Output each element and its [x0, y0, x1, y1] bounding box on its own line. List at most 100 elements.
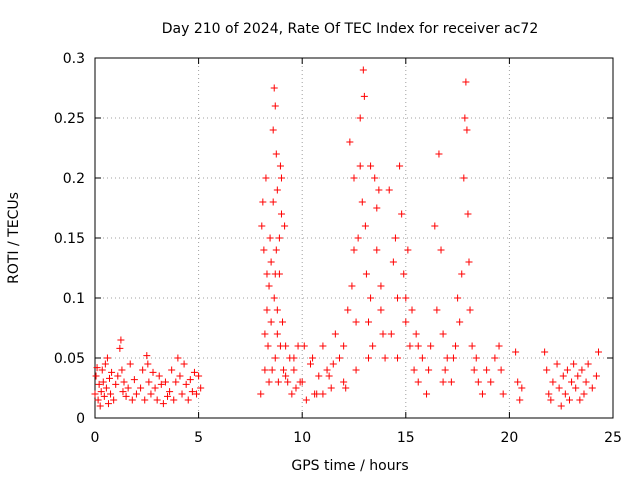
data-point: [463, 126, 471, 134]
data-point: [578, 366, 586, 374]
data-point: [387, 330, 395, 338]
data-point: [122, 392, 130, 400]
data-point: [389, 258, 397, 266]
data-point: [147, 390, 155, 398]
x-axis-label: GPS time / hours: [291, 458, 408, 474]
data-point: [279, 318, 287, 326]
y-tick-label: 0.3: [63, 51, 85, 67]
x-tick-label: 15: [397, 430, 415, 446]
data-point: [144, 360, 152, 368]
data-point: [514, 378, 522, 386]
data-point: [410, 366, 418, 374]
data-point: [261, 366, 269, 374]
data-point: [180, 360, 188, 368]
data-point: [466, 306, 474, 314]
data-point: [271, 270, 279, 278]
data-point: [182, 380, 190, 388]
data-point: [120, 378, 128, 386]
data-point: [516, 396, 524, 404]
data-point: [431, 222, 439, 230]
data-point: [427, 342, 435, 350]
data-point: [315, 372, 323, 380]
data-point: [402, 294, 410, 302]
data-point: [362, 270, 370, 278]
x-tick-label: 10: [293, 430, 311, 446]
chart-title: Day 210 of 2024, Rate Of TEC Index for r…: [162, 21, 538, 37]
data-point: [381, 354, 389, 362]
data-point: [101, 360, 109, 368]
data-point: [99, 378, 107, 386]
data-point: [143, 352, 151, 360]
data-point: [483, 366, 491, 374]
data-point: [352, 366, 360, 374]
y-tick-label: 0.1: [63, 291, 85, 307]
data-point: [458, 270, 466, 278]
data-point: [340, 378, 348, 386]
data-point: [116, 344, 124, 352]
data-point: [352, 318, 360, 326]
data-point: [272, 150, 280, 158]
data-point: [547, 396, 555, 404]
data-point: [151, 384, 159, 392]
data-point: [107, 390, 115, 398]
data-point: [153, 396, 161, 404]
data-point: [282, 342, 290, 350]
data-point: [128, 396, 136, 404]
data-point: [371, 174, 379, 182]
data-point: [375, 186, 383, 194]
data-point: [385, 186, 393, 194]
data-point: [186, 376, 194, 384]
data-point: [294, 342, 302, 350]
data-point: [290, 354, 298, 362]
data-point: [298, 378, 306, 386]
data-point: [264, 342, 272, 350]
data-point: [461, 114, 469, 122]
data-point: [284, 378, 292, 386]
data-point: [582, 378, 590, 386]
data-point: [141, 396, 149, 404]
data-point: [126, 360, 134, 368]
data-point: [396, 162, 404, 170]
data-point: [95, 380, 103, 388]
y-tick-label: 0.15: [54, 231, 85, 247]
data-point: [412, 330, 420, 338]
data-point: [269, 198, 277, 206]
data-point: [454, 294, 462, 302]
data-point: [271, 354, 279, 362]
data-point: [270, 84, 278, 92]
data-point: [356, 162, 364, 170]
y-axis-label: ROTI / TECUs: [6, 192, 22, 284]
data-point: [263, 306, 271, 314]
data-point: [319, 390, 327, 398]
data-point: [470, 366, 478, 374]
data-point: [439, 378, 447, 386]
data-point: [394, 294, 402, 302]
data-point: [572, 384, 580, 392]
data-point: [404, 246, 412, 254]
data-point: [499, 390, 507, 398]
data-point: [379, 330, 387, 338]
data-point: [269, 126, 277, 134]
data-point: [452, 342, 460, 350]
data-point: [400, 270, 408, 278]
data-point: [168, 366, 176, 374]
x-tick-label: 25: [604, 430, 622, 446]
data-point: [319, 342, 327, 350]
data-point: [271, 102, 279, 110]
data-point: [325, 372, 333, 380]
data-point: [273, 330, 281, 338]
data-point: [265, 378, 273, 386]
data-point: [267, 318, 275, 326]
data-point: [96, 402, 104, 410]
y-tick-label: 0.05: [54, 351, 85, 367]
data-point: [267, 258, 275, 266]
data-point: [281, 222, 289, 230]
data-point: [288, 390, 296, 398]
data-point: [266, 234, 274, 242]
data-point: [273, 306, 281, 314]
data-point: [323, 366, 331, 374]
data-point: [329, 360, 337, 368]
data-point: [184, 396, 192, 404]
data-point: [495, 342, 503, 350]
data-point: [193, 390, 201, 398]
